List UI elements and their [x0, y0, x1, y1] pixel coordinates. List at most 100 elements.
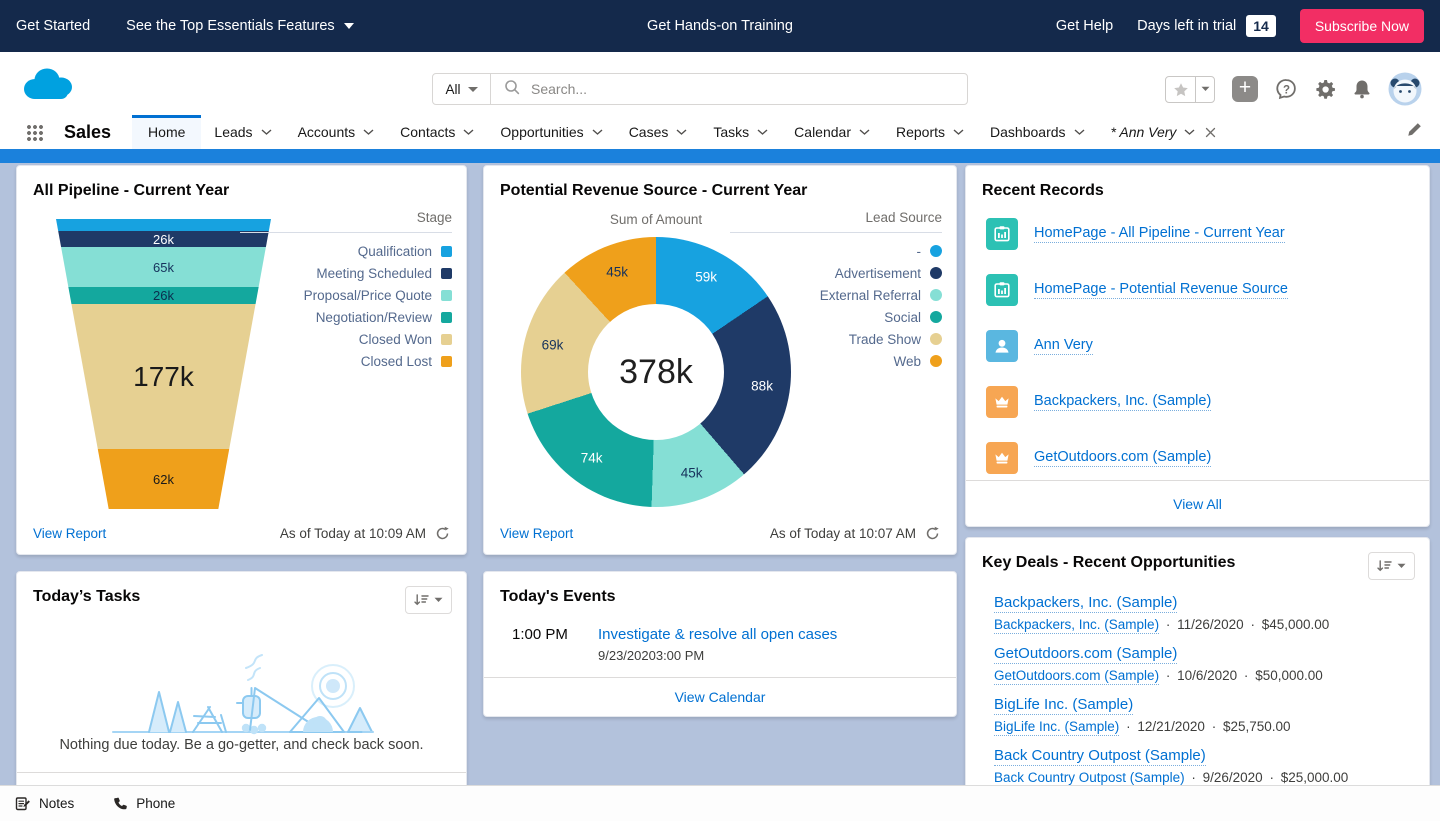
- deal-account-link[interactable]: BigLife Inc. (Sample): [994, 719, 1120, 736]
- favorites-control: [1165, 75, 1215, 103]
- notes-icon: [15, 797, 30, 811]
- tab-contacts[interactable]: Contacts: [387, 115, 487, 149]
- tab-reports[interactable]: Reports: [883, 115, 977, 149]
- chevron-down-icon: [1074, 129, 1084, 135]
- legend-swatch: [930, 267, 942, 279]
- top-features-menu[interactable]: See the Top Essentials Features: [126, 18, 354, 34]
- legend-item: Meeting Scheduled: [240, 262, 452, 284]
- edit-navigation-pencil-icon[interactable]: [1407, 122, 1422, 142]
- record-link[interactable]: Ann Very: [1034, 337, 1093, 355]
- search-scope-dropdown[interactable]: All: [433, 74, 491, 104]
- funnel-segment-5[interactable]: 177k: [56, 304, 271, 449]
- search-scope-value: All: [445, 81, 461, 97]
- user-avatar[interactable]: [1388, 72, 1422, 106]
- opportunity-crown-icon: [986, 442, 1018, 474]
- app-launcher-icon[interactable]: [26, 123, 43, 141]
- chevron-down-icon: [592, 129, 603, 135]
- app-navigation-bar: Sales Home Leads Accounts Contacts Oppor…: [0, 115, 1440, 149]
- notes-utility-button[interactable]: Notes: [15, 796, 74, 811]
- record-link[interactable]: Backpackers, Inc. (Sample): [1034, 393, 1212, 411]
- donut-segment-label-1: 59k: [695, 269, 718, 285]
- legend-swatch: [441, 245, 452, 257]
- view-all-link[interactable]: View All: [1173, 495, 1222, 512]
- event-subject-link[interactable]: Investigate & resolve all open cases: [598, 626, 838, 643]
- funnel-segment-1[interactable]: [56, 219, 271, 231]
- deal-account-link[interactable]: Back Country Outpost (Sample): [994, 770, 1185, 785]
- tab-home[interactable]: Home: [132, 115, 202, 149]
- chevron-down-icon: [757, 129, 768, 135]
- record-link[interactable]: HomePage - Potential Revenue Source: [1034, 281, 1288, 299]
- view-report-link[interactable]: View Report: [500, 526, 574, 541]
- event-row: 1:00 PM Investigate & resolve all open c…: [484, 606, 956, 663]
- card-title: Recent Records: [982, 182, 1104, 199]
- tab-accounts[interactable]: Accounts: [285, 115, 388, 149]
- salesforce-logo: [22, 66, 76, 109]
- search-input[interactable]: [531, 81, 954, 97]
- funnel-chart[interactable]: 26k 65k 26k 177k 62k: [56, 219, 271, 509]
- opportunity-crown-icon: [986, 386, 1018, 418]
- phone-utility-button[interactable]: Phone: [112, 796, 175, 811]
- tab-dashboards[interactable]: Dashboards: [977, 115, 1098, 149]
- tab-calendar[interactable]: Calendar: [781, 115, 883, 149]
- deals-filter-dropdown-button[interactable]: [1368, 552, 1415, 580]
- chevron-down-icon: [434, 597, 443, 602]
- tab-tasks[interactable]: Tasks: [700, 115, 781, 149]
- view-calendar-link[interactable]: View Calendar: [674, 689, 766, 705]
- global-actions-button[interactable]: +: [1232, 76, 1258, 102]
- card-title: Today’s Tasks: [33, 588, 141, 605]
- record-link[interactable]: HomePage - All Pipeline - Current Year: [1034, 225, 1285, 243]
- funnel-segment-2[interactable]: 26k: [56, 231, 271, 247]
- deal-account-link[interactable]: GetOutdoors.com (Sample): [994, 668, 1160, 685]
- record-link[interactable]: GetOutdoors.com (Sample): [1034, 449, 1212, 467]
- notifications-bell-icon[interactable]: [1353, 79, 1371, 99]
- empty-state-camping-illustration: [107, 624, 377, 749]
- deal-name-link[interactable]: Backpackers, Inc. (Sample): [994, 594, 1178, 613]
- funnel-segment-4[interactable]: 26k: [56, 287, 271, 304]
- user-icon: [986, 330, 1018, 362]
- card-title: Today's Events: [500, 588, 616, 605]
- tasks-filter-dropdown-button[interactable]: [405, 586, 452, 614]
- tab-cases[interactable]: Cases: [616, 115, 701, 149]
- refresh-icon[interactable]: [925, 526, 940, 541]
- hands-on-training-link[interactable]: Get Hands-on Training: [647, 18, 793, 34]
- chevron-down-icon: [343, 23, 354, 29]
- get-started-link[interactable]: Get Started: [16, 18, 91, 34]
- funnel-segment-6[interactable]: 62k: [56, 449, 271, 509]
- legend-title: Lead Source: [730, 210, 942, 233]
- tab-ann-very-temporary[interactable]: * Ann Very: [1098, 115, 1230, 149]
- close-tab-icon[interactable]: [1205, 127, 1216, 138]
- donut-chart[interactable]: 378k 59k 88k 45k 74k 69k 45k: [521, 237, 791, 507]
- legend-swatch: [441, 355, 452, 367]
- tab-leads[interactable]: Leads: [201, 115, 284, 149]
- app-name: Sales: [64, 121, 112, 142]
- deal-account-link[interactable]: Backpackers, Inc. (Sample): [994, 617, 1160, 634]
- chevron-down-icon: [859, 129, 870, 135]
- chevron-down-icon: [467, 86, 478, 92]
- list-item: Ann Very: [966, 318, 1429, 374]
- help-icon[interactable]: ?: [1275, 78, 1298, 101]
- card-title: Key Deals - Recent Opportunities: [982, 554, 1236, 571]
- deal-amount: $25,000.00: [1280, 770, 1349, 785]
- legend-item: Negotiation/Review: [240, 306, 452, 328]
- deal-name-link[interactable]: Back Country Outpost (Sample): [994, 747, 1206, 766]
- key-deals-card: Key Deals - Recent Opportunities Backpac…: [965, 537, 1430, 785]
- favorite-star-button[interactable]: [1166, 77, 1195, 102]
- deal-item: GetOutdoors.com (Sample) GetOutdoors.com…: [994, 645, 1323, 685]
- tab-opportunities[interactable]: Opportunities: [487, 115, 615, 149]
- deal-close-date: 10/6/2020: [1177, 668, 1238, 683]
- days-left-label: Days left in trial: [1137, 18, 1237, 34]
- dashboard-icon: [986, 274, 1018, 306]
- favorites-dropdown-button[interactable]: [1195, 76, 1214, 102]
- funnel-segment-3[interactable]: 65k: [56, 247, 271, 287]
- view-report-link[interactable]: View Report: [33, 526, 107, 541]
- sort-icon: [1377, 560, 1392, 572]
- legend-item: Social: [730, 306, 942, 328]
- deal-name-link[interactable]: BigLife Inc. (Sample): [994, 696, 1134, 715]
- subscribe-now-button[interactable]: Subscribe Now: [1299, 9, 1424, 43]
- deal-name-link[interactable]: GetOutdoors.com (Sample): [994, 645, 1178, 664]
- refresh-icon[interactable]: [435, 526, 450, 541]
- get-help-link[interactable]: Get Help: [1055, 18, 1114, 34]
- setup-gear-icon[interactable]: [1315, 79, 1336, 100]
- legend-item: Proposal/Price Quote: [240, 284, 452, 306]
